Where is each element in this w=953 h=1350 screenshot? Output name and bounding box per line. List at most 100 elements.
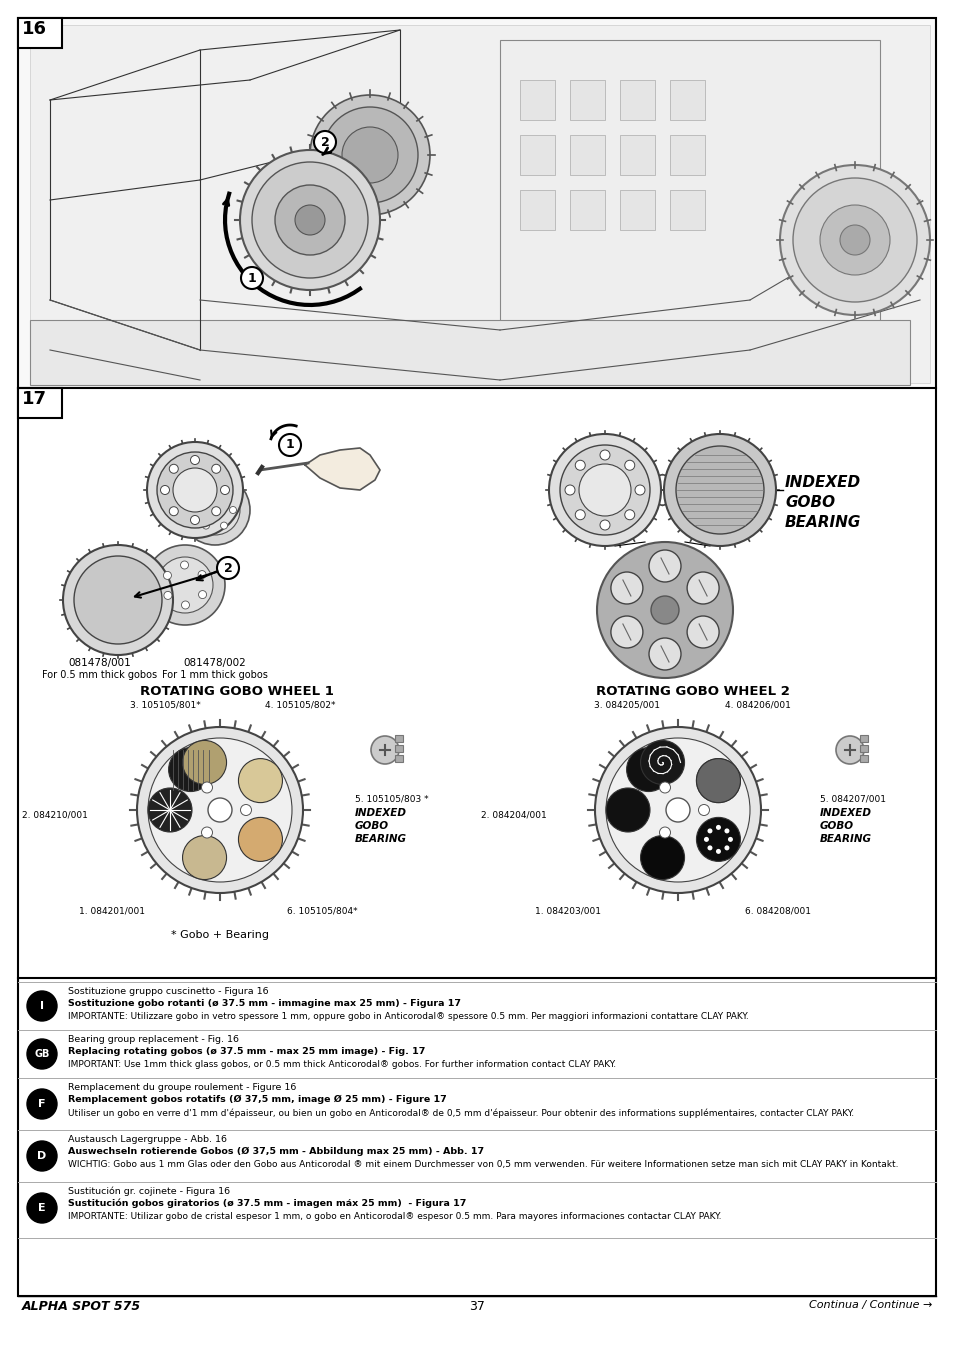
Circle shape [707,829,712,833]
Bar [519,135,555,176]
Circle shape [703,837,708,842]
Text: For 1 mm thick gobos: For 1 mm thick gobos [162,670,268,680]
Circle shape [137,728,303,892]
Text: Replacing rotating gobos (ø 37.5 mm - max 25 mm image) - Fig. 17: Replacing rotating gobos (ø 37.5 mm - ma… [68,1048,425,1056]
Circle shape [148,738,292,882]
Circle shape [145,545,225,625]
Bar [859,745,867,752]
Text: 3. 105105/801*: 3. 105105/801* [130,701,200,709]
Text: BEARING: BEARING [355,834,407,844]
Text: * Gobo + Bearing: * Gobo + Bearing [171,930,269,940]
Circle shape [727,837,732,842]
Circle shape [310,95,430,215]
Text: Auswechseln rotierende Gobos (Ø 37,5 mm - Abbildung max 25 mm) - Abb. 17: Auswechseln rotierende Gobos (Ø 37,5 mm … [68,1148,483,1156]
Circle shape [840,225,869,255]
Circle shape [180,475,250,545]
Circle shape [172,468,216,512]
Text: IMPORTANTE: Utilizzare gobo in vetro spessore 1 mm, oppure gobo in Anticorodal® : IMPORTANTE: Utilizzare gobo in vetro spe… [68,1012,748,1021]
Circle shape [216,558,239,579]
Circle shape [202,491,210,498]
Circle shape [157,558,213,613]
Text: 6. 105105/804*: 6. 105105/804* [287,906,357,915]
Circle shape [597,541,732,678]
Circle shape [240,150,379,290]
Circle shape [605,738,749,882]
Circle shape [665,798,689,822]
Circle shape [792,178,916,302]
Circle shape [193,506,200,513]
Text: IMPORTANT: Use 1mm thick glass gobos, or 0.5 mm thick Anticorodal® gobos. For fu: IMPORTANT: Use 1mm thick glass gobos, or… [68,1060,616,1069]
Circle shape [198,571,206,579]
Circle shape [240,805,252,815]
Text: 4. 084206/001: 4. 084206/001 [724,701,790,709]
Text: BEARING: BEARING [820,834,871,844]
Circle shape [548,433,660,545]
Text: GOBO: GOBO [355,821,389,832]
Text: INDEXED: INDEXED [784,475,861,490]
Circle shape [147,441,243,539]
Circle shape [198,590,207,598]
Circle shape [371,736,398,764]
Circle shape [820,205,889,275]
Circle shape [650,595,679,624]
Circle shape [278,433,301,456]
Text: 4. 105105/802*: 4. 105105/802* [265,701,335,709]
Circle shape [238,817,282,861]
Bar [519,80,555,120]
Circle shape [686,572,719,603]
Circle shape [220,486,230,494]
Text: 6. 084208/001: 6. 084208/001 [744,906,810,915]
Circle shape [27,991,57,1021]
Circle shape [27,1193,57,1223]
Bar [669,80,704,120]
Text: 1: 1 [285,439,294,451]
Text: Continua / Continue →: Continua / Continue → [808,1300,931,1310]
Bar [619,80,655,120]
Circle shape [599,520,609,531]
Circle shape [624,460,634,470]
Text: 2. 084204/001: 2. 084204/001 [480,810,546,819]
Circle shape [27,1141,57,1170]
Circle shape [157,452,233,528]
Circle shape [181,601,190,609]
Text: Sustitución gobos giratorios (ø 37.5 mm - imagen máx 25 mm)  - Figura 17: Sustitución gobos giratorios (ø 37.5 mm … [68,1199,466,1208]
Circle shape [201,828,213,838]
Circle shape [610,616,642,648]
Circle shape [191,516,199,525]
Text: E: E [38,1203,46,1214]
Text: Bearing group replacement - Fig. 16: Bearing group replacement - Fig. 16 [68,1035,239,1044]
Circle shape [63,545,172,655]
Text: 17: 17 [22,390,47,408]
Circle shape [238,759,282,803]
Text: 2: 2 [223,562,233,575]
Bar [519,190,555,230]
Circle shape [605,788,649,832]
Text: 5. 105105/803 *: 5. 105105/803 * [355,795,428,805]
Bar [569,135,604,176]
Circle shape [780,165,929,315]
Text: GOBO: GOBO [784,495,834,510]
Text: ROTATING GOBO WHEEL 2: ROTATING GOBO WHEEL 2 [596,684,789,698]
Circle shape [190,485,240,535]
Circle shape [274,185,345,255]
Text: Remplacement gobos rotatifs (Ø 37,5 mm, image Ø 25 mm) - Figure 17: Remplacement gobos rotatifs (Ø 37,5 mm, … [68,1095,446,1104]
Circle shape [201,782,213,792]
Circle shape [696,817,740,861]
Circle shape [169,464,178,474]
Circle shape [663,433,775,545]
Text: 37: 37 [469,1300,484,1314]
Text: 1. 084203/001: 1. 084203/001 [535,906,600,915]
Circle shape [707,845,712,850]
Circle shape [212,464,220,474]
Text: INDEXED: INDEXED [820,809,871,818]
Text: 081478/002: 081478/002 [183,657,246,668]
Circle shape [182,740,226,784]
Text: Utiliser un gobo en verre d'1 mm d'épaisseur, ou bien un gobo en Anticorodal® de: Utiliser un gobo en verre d'1 mm d'épais… [68,1108,853,1118]
Circle shape [163,571,172,579]
Bar [569,190,604,230]
Circle shape [715,849,720,855]
Text: Remplacement du groupe roulement - Figure 16: Remplacement du groupe roulement - Figur… [68,1083,296,1092]
Text: 1: 1 [248,271,256,285]
Circle shape [575,460,584,470]
Circle shape [314,131,335,153]
